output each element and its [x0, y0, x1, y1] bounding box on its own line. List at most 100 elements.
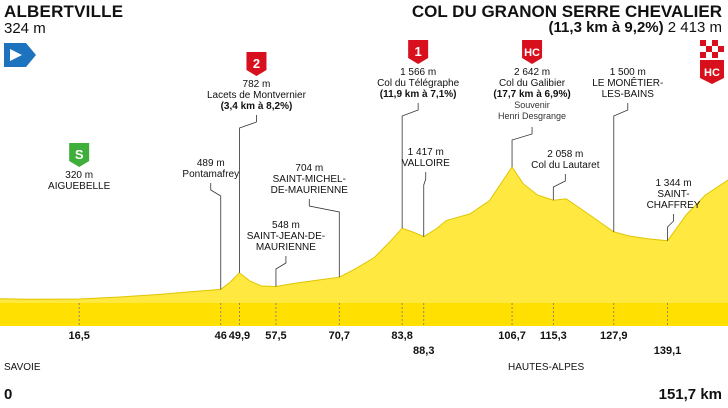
km-marker: 70,7	[328, 330, 350, 342]
point-label: 320 m AIGUEBELLE	[48, 170, 110, 192]
icon-text: 1	[415, 44, 422, 59]
point-name: SAINT-JEAN-DE-	[246, 231, 326, 242]
point-label: 1 344 m SAINT- CHAFFREY	[647, 178, 701, 211]
point-altitude: 1 500 m	[609, 67, 646, 78]
km-marker: 88,3	[413, 345, 435, 357]
leader-line	[401, 103, 419, 229]
category-icons: S 2 1 HC	[69, 40, 543, 167]
leader-line	[275, 256, 287, 287]
finish-hc-text: HC	[704, 67, 720, 79]
point-altitude: 1 344 m	[655, 178, 692, 189]
climb-stats: (11,9 km à 7,1%)	[379, 89, 457, 100]
icon-text: S	[75, 147, 84, 162]
point-name: Col du Galibier	[498, 78, 566, 89]
point-altitude: 704 m	[295, 163, 324, 174]
climb-stats: (17,7 km à 6,9%)	[493, 89, 571, 100]
flag-square	[706, 46, 712, 52]
flag-square	[712, 52, 718, 58]
leader-lines	[78, 103, 674, 326]
point-name: VALLOIRE	[401, 158, 450, 169]
point-altitude: 489 m	[196, 158, 225, 169]
point-label: 489 m Pontamafrey	[182, 158, 239, 180]
point-altitude: 320 m	[65, 170, 94, 181]
finish-altitude: 2 413 m	[667, 19, 722, 36]
distance-start: 0	[4, 386, 13, 403]
flag-square	[700, 52, 706, 58]
icon-text: 2	[253, 56, 260, 71]
distance-end: 151,7 km	[658, 386, 722, 403]
souvenir-note: Souvenir	[514, 100, 550, 110]
point-label: 548 m SAINT-JEAN-DE- MAURIENNE	[247, 220, 325, 253]
finish-town: COL DU GRANON SERRE CHEVALIER	[411, 2, 722, 21]
km-marker: 16,5	[68, 330, 90, 342]
flag-square	[706, 40, 712, 46]
point-name: LES-BAINS	[601, 89, 654, 100]
flag-square	[706, 52, 712, 58]
climb-stats: (3,4 km à 8,2%)	[220, 101, 293, 112]
point-name: DE-MAURIENNE	[270, 185, 348, 196]
flag-square	[718, 40, 724, 46]
flag-square	[718, 52, 724, 58]
climb-category-icon: 2	[246, 52, 267, 76]
start-altitude: 324 m	[4, 20, 46, 37]
leader-line	[552, 174, 566, 201]
leader-line	[239, 115, 257, 273]
point-name: Pontamafrey	[182, 169, 240, 180]
region-hautes-alpes: HAUTES-ALPES	[508, 362, 585, 373]
point-name: SAINT-	[657, 189, 690, 200]
finish-flag-icon: HC	[700, 40, 724, 84]
point-name: LE MONÊTIER-	[592, 78, 664, 89]
profile-area	[0, 166, 728, 303]
point-altitude: 548 m	[272, 220, 300, 231]
climb-category-icon: HC	[522, 40, 543, 64]
point-name: SAINT-MICHEL-	[272, 174, 346, 185]
finish-detail: (11,3 km à 9,2%) 2 413 m	[549, 19, 722, 36]
leader-line	[613, 103, 629, 232]
flag-square	[700, 40, 706, 46]
souvenir-note: Henri Desgrange	[498, 111, 567, 121]
profile-base-band	[0, 303, 728, 326]
start-town: ALBERTVILLE	[4, 2, 124, 21]
km-marker: 49,9	[228, 330, 251, 342]
point-name: Col du Lautaret	[531, 160, 600, 171]
climb-category-icon: 1	[408, 40, 429, 64]
point-label: 782 m Lacets de Montvernier (3,4 km à 8,2%…	[207, 79, 306, 112]
flag-square	[712, 46, 718, 52]
point-name: AIGUEBELLE	[48, 181, 111, 192]
leader-line	[210, 183, 222, 290]
sprint-icon: S	[69, 143, 90, 167]
km-marker: 127,9	[600, 330, 628, 342]
km-marker: 106,7	[498, 330, 526, 342]
flag-square	[700, 46, 706, 52]
point-label: 2 642 m Col du Galibier (17,7 km à 6,9%) So…	[493, 67, 570, 122]
point-label: 704 m SAINT-MICHEL- DE-MAURIENNE	[271, 163, 348, 196]
point-name: Col du Télégraphe	[377, 78, 460, 89]
icon-text: HC	[524, 47, 540, 59]
point-label: 2 058 m Col du Lautaret	[531, 149, 599, 171]
km-marker: 46	[214, 330, 227, 342]
km-marker: 115,3	[539, 330, 567, 342]
leader-line	[308, 199, 340, 278]
leader-line	[667, 214, 674, 241]
point-altitude: 1 566 m	[400, 67, 437, 78]
leader-line	[511, 127, 533, 167]
point-altitude: 1 417 m	[407, 147, 444, 158]
point-label: 1 566 m Col du Télégraphe (11,9 km à 7,1%)	[377, 67, 459, 100]
flag-square	[712, 40, 718, 46]
point-altitude: 2 058 m	[547, 149, 584, 160]
finish-hc-badge	[700, 60, 724, 84]
point-altitude: 782 m	[242, 79, 271, 90]
point-name: CHAFFREY	[646, 200, 701, 211]
finish-climb: (11,3 km à 9,2%)	[548, 19, 664, 36]
km-marker: 139,1	[653, 345, 682, 357]
km-marker: 57,5	[265, 330, 287, 342]
point-label: 1 500 m LE MONÊTIER- LES-BAINS	[592, 67, 663, 100]
km-marker: 83,8	[391, 330, 413, 342]
point-altitude: 2 642 m	[513, 67, 551, 78]
leader-line	[423, 172, 427, 237]
start-flag-icon	[4, 43, 36, 67]
point-name: MAURIENNE	[255, 242, 316, 253]
point-name: Lacets de Montvernier	[206, 90, 306, 101]
point-label: 1 417 m VALLOIRE	[402, 147, 450, 169]
